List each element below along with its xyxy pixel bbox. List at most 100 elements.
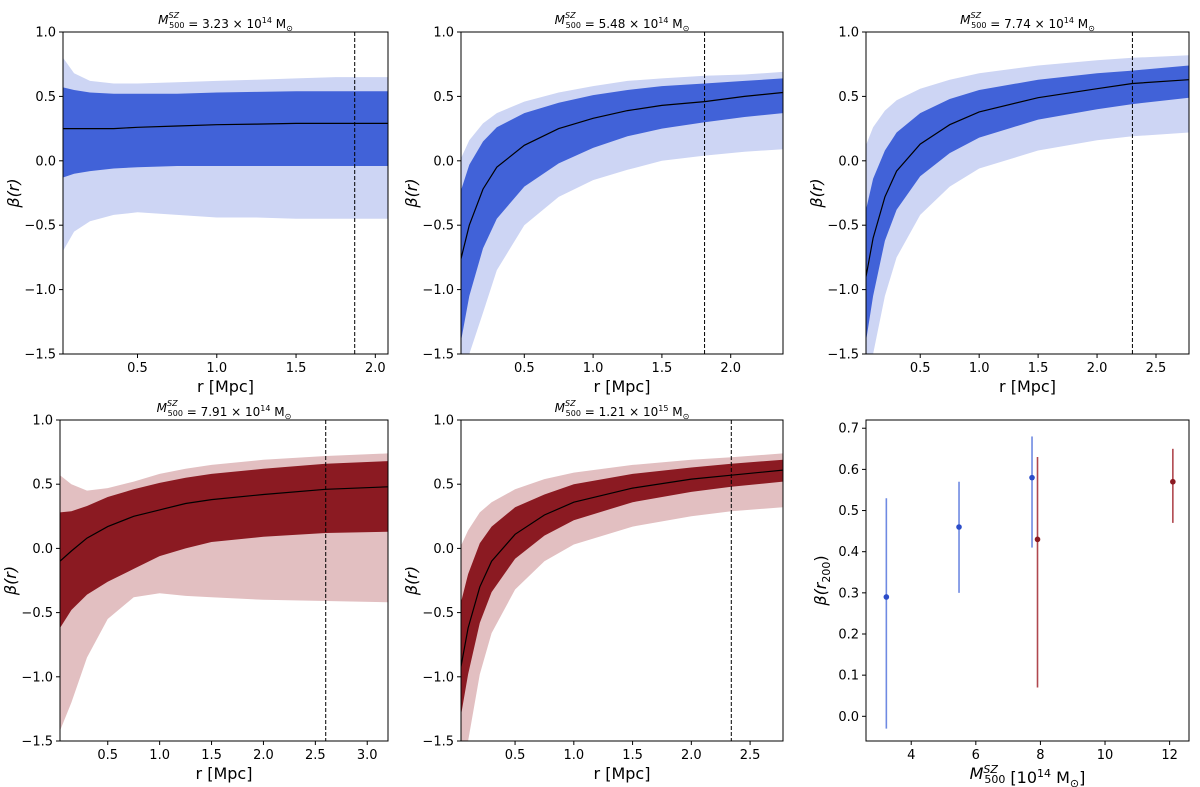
y-tick-label: −0.5 xyxy=(827,219,859,234)
y-tick-label: 0.0 xyxy=(32,542,53,557)
title-exponent: 14 xyxy=(658,16,668,25)
median-line xyxy=(866,79,1189,277)
y-tick-label: 1.0 xyxy=(433,26,454,41)
y-tick-label: −0.5 xyxy=(21,606,53,621)
x-tick-label: 0.5 xyxy=(514,361,535,376)
inner-confidence-band xyxy=(866,65,1189,342)
title-mass-symbol: M xyxy=(158,13,169,27)
x-tick-label: 1.5 xyxy=(652,361,673,376)
title-exponent: 14 xyxy=(260,404,270,413)
x-axis-label: MSZ 500 [1014 M⊙] xyxy=(970,763,1086,787)
y-tick-label: −1.5 xyxy=(24,348,56,363)
panel-1: 0.5 1.0 1.5 2.0 −1.5 −1.0 −0.5 0.0 0.5 1.0 MSZ 500 … xyxy=(4,11,389,396)
y-axis-label: β(r) xyxy=(807,178,826,208)
title-unit-sub: ⊙ xyxy=(285,412,292,421)
title-mass-subscript: 500 xyxy=(971,21,986,30)
panel-title: MSZ 500 = 3.23 × 1014 M⊙ xyxy=(158,11,293,33)
title-exponent: 15 xyxy=(658,404,668,413)
xlabel-unit: M xyxy=(1051,768,1070,787)
y-tick-label: 0.5 xyxy=(433,478,454,493)
ylabel-text: β(r xyxy=(811,581,830,606)
y-tick-label: 0.4 xyxy=(838,545,859,560)
x-tick-label: 10 xyxy=(1097,748,1114,763)
x-tick-label: 2.0 xyxy=(365,361,386,376)
panel-title: MSZ 500 = 1.21 × 1015 M⊙ xyxy=(555,399,690,421)
y-tick-label: 0.5 xyxy=(433,90,454,105)
x-tick-label: 3.0 xyxy=(357,748,378,763)
y-tick-label: 0.0 xyxy=(433,542,454,557)
xlabel-close: ] xyxy=(1079,768,1085,787)
x-tick-label: 0.5 xyxy=(910,361,931,376)
errorbar-point xyxy=(883,498,890,729)
data-point xyxy=(883,594,890,600)
title-mass-superscript: SZ xyxy=(565,11,576,20)
y-tick-label: −1.0 xyxy=(21,670,53,685)
data-point xyxy=(1029,474,1035,481)
y-tick-label: 1.0 xyxy=(838,26,859,41)
x-tick-label: 0.5 xyxy=(505,748,526,763)
y-tick-label: −1.5 xyxy=(422,735,454,750)
panel-title: MSZ 500 = 5.48 × 1014 M⊙ xyxy=(555,11,690,33)
x-tick-label: 1.0 xyxy=(969,361,990,376)
title-mass-symbol: M xyxy=(555,401,566,415)
xlabel-unit-sub: ⊙ xyxy=(1070,777,1079,787)
y-tick-label: −1.5 xyxy=(422,348,454,363)
x-tick-label: 1.0 xyxy=(149,748,170,763)
inner-confidence-band xyxy=(63,87,388,178)
x-axis-label: r [Mpc] xyxy=(197,377,254,396)
inner-confidence-band xyxy=(461,78,783,342)
x-tick-label: 4 xyxy=(907,748,915,763)
plot-area xyxy=(63,32,388,354)
y-tick-label: 0.5 xyxy=(838,90,859,105)
plot-area xyxy=(60,420,388,741)
title-unit: M xyxy=(668,17,682,31)
y-tick-label: 1.0 xyxy=(35,26,56,41)
title-mass-subscript: 500 xyxy=(566,409,581,418)
x-tick-label: 2.5 xyxy=(305,748,326,763)
xlabel-exponent: 14 xyxy=(1037,767,1051,780)
ylabel-close: ) xyxy=(811,555,830,561)
xlabel-mass-subscript: 500 xyxy=(984,773,1005,786)
title-unit: M xyxy=(668,405,682,419)
y-tick-label: 0.2 xyxy=(838,628,859,643)
x-tick-label: 2.5 xyxy=(740,748,761,763)
axes-frame xyxy=(62,31,389,355)
x-tick-label: 1.5 xyxy=(201,748,222,763)
xlabel-mass-symbol: M xyxy=(970,764,984,783)
panel-2: 0.5 1.0 1.5 2.0 −1.5 −1.0 −0.5 0.0 0.5 1.0 MSZ 500 … xyxy=(402,11,784,396)
y-tick-label: 0.0 xyxy=(35,154,56,169)
median-line xyxy=(461,91,783,259)
y-tick-label: 0.0 xyxy=(838,154,859,169)
x-axis-label: r [Mpc] xyxy=(196,764,253,783)
x-tick-label: 1.0 xyxy=(206,361,227,376)
y-axis-label: β(r200) xyxy=(811,555,833,606)
x-tick-label: 0.5 xyxy=(127,361,148,376)
title-value: = 7.74 × 10 xyxy=(986,17,1063,31)
x-tick-label: 8 xyxy=(1036,748,1044,763)
title-unit: M xyxy=(272,17,286,31)
title-value: = 5.48 × 10 xyxy=(581,17,658,31)
y-tick-label: 0.0 xyxy=(433,154,454,169)
xlabel-text: [10 xyxy=(1005,768,1037,787)
title-unit-sub: ⊙ xyxy=(1088,24,1095,33)
title-mass-symbol: M xyxy=(960,13,971,27)
median-line xyxy=(63,122,388,130)
title-mass-symbol: M xyxy=(555,13,566,27)
title-value: = 3.23 × 10 xyxy=(184,17,261,31)
x-tick-label: 0.5 xyxy=(97,748,118,763)
y-tick-label: 0.7 xyxy=(838,422,859,437)
y-tick-label: 0.6 xyxy=(838,463,859,478)
y-tick-label: −0.5 xyxy=(422,606,454,621)
ylabel-subscript: 200 xyxy=(820,562,833,583)
x-tick-label: 1.5 xyxy=(286,361,307,376)
y-axis-label: β(r) xyxy=(1,566,20,596)
title-mass-subscript: 500 xyxy=(168,409,183,418)
x-tick-label: 2.0 xyxy=(681,748,702,763)
xlabel-mass-superscript: SZ xyxy=(983,763,998,776)
errorbar-point xyxy=(956,481,962,593)
y-tick-label: −0.5 xyxy=(422,219,454,234)
axes-frame xyxy=(460,419,784,742)
title-value: = 1.21 × 10 xyxy=(581,405,658,419)
